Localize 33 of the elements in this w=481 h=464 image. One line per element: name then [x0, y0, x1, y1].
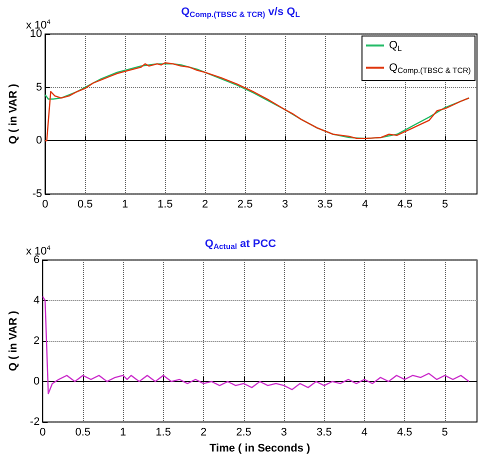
x-tick-label: 3.5: [317, 198, 333, 210]
y-tick-label: 4: [34, 294, 40, 306]
y-tick-label: 0: [36, 134, 42, 147]
x-tick-label: 0.5: [75, 426, 91, 438]
x-tick-label: 0.5: [77, 198, 93, 210]
x-axis-title: Time ( in Seconds ): [210, 442, 310, 454]
y-tick-label: 6: [34, 254, 40, 266]
x-tick-label: 2: [202, 198, 208, 210]
y-tick-label: 5: [36, 81, 42, 94]
y-tick-label: 0: [34, 376, 40, 388]
y-axis-title: Q ( in VAR ): [8, 84, 20, 144]
y-axis-title: Q ( in VAR ): [8, 310, 20, 372]
x-tick-label: 4: [362, 198, 368, 210]
y-tick-label: 2: [34, 335, 40, 347]
x-tick-label: 1: [120, 426, 126, 438]
line-series: [42, 296, 470, 394]
x-tick-label: 2: [200, 426, 207, 438]
y-tick-label: -2: [30, 416, 40, 428]
y-tick-label: 10: [30, 28, 42, 40]
x-tick-label: 2.5: [237, 198, 253, 210]
x-tick-label: 2.5: [236, 426, 252, 438]
x-tick-label: 3: [280, 426, 288, 438]
x-tick-label: 4.5: [396, 426, 412, 438]
x-tick-label: 1.5: [157, 198, 173, 210]
x-tick-label: 3.5: [316, 426, 332, 438]
x-tick-label: 1: [122, 198, 128, 210]
x-tick-label: 4: [361, 426, 368, 438]
x-tick-label: 5: [442, 198, 448, 210]
x-tick-label: 3: [282, 198, 288, 210]
x-tick-label: 1.5: [156, 426, 171, 438]
x-tick-label: 4.5: [397, 198, 413, 210]
x-tick-label: 5: [442, 426, 448, 438]
y-tick-label: -5: [32, 188, 42, 200]
